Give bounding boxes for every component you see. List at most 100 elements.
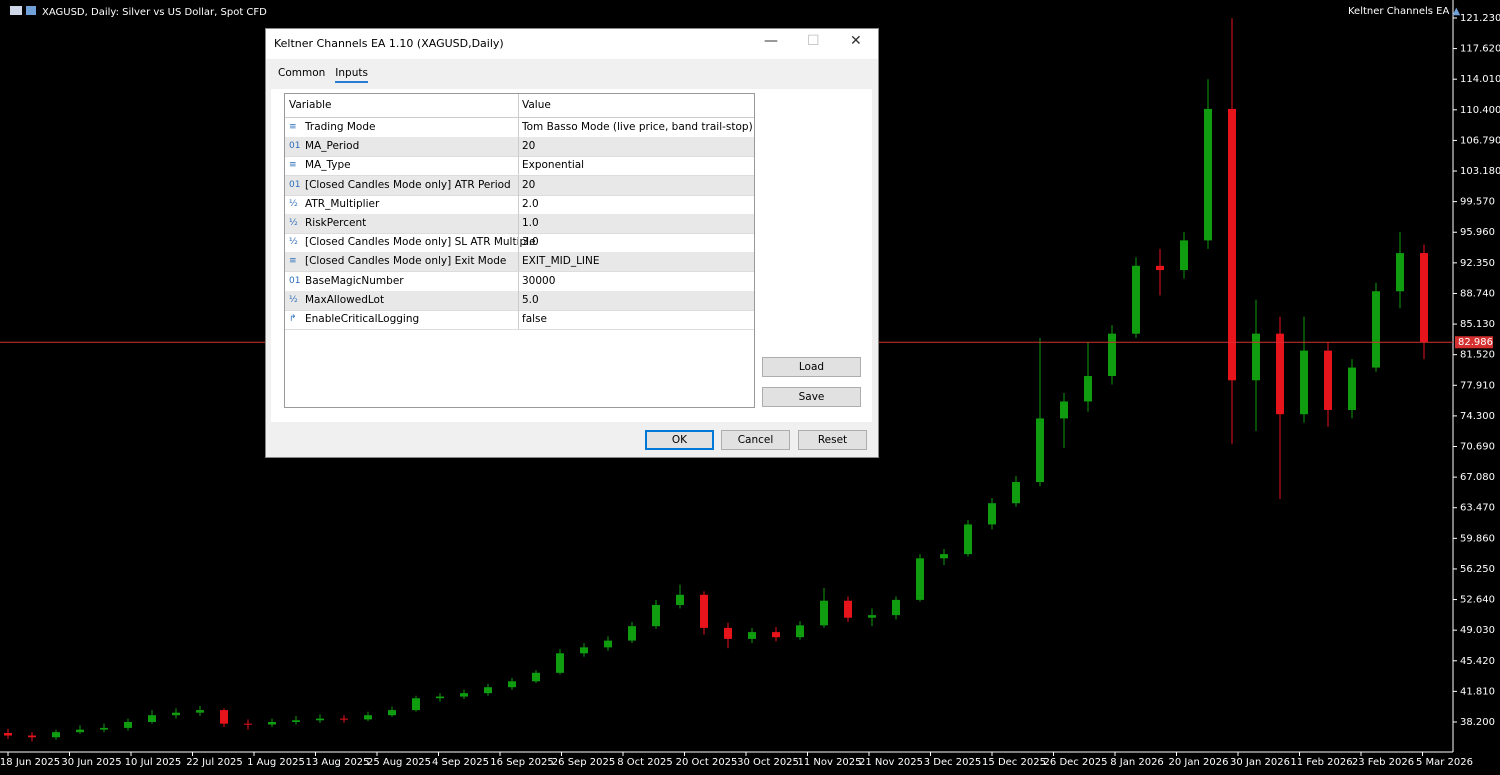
price-tick-label: 106.790: [1460, 135, 1500, 146]
candle-body: [268, 721, 276, 725]
input-row[interactable]: ½ MaxAllowedLot 5.0: [285, 290, 754, 311]
maximize-button[interactable]: ☐: [807, 33, 820, 49]
current-price-box: [1455, 336, 1493, 349]
candle-body: [604, 640, 612, 648]
candle-body: [364, 715, 372, 720]
date-tick-label: 23 Feb 2026: [1352, 757, 1414, 768]
input-row[interactable]: ½ RiskPercent 1.0: [285, 214, 754, 234]
candle-body: [580, 647, 588, 654]
column-separator: [518, 156, 519, 176]
column-separator: [518, 137, 519, 157]
price-tick-label: 121.230: [1460, 13, 1500, 24]
candle-body: [460, 693, 468, 697]
menu-icon[interactable]: [10, 6, 22, 15]
candle-body: [1276, 333, 1284, 415]
candle-body: [1252, 333, 1260, 381]
candle-body: [148, 715, 156, 722]
variable-name: RiskPercent: [305, 217, 367, 229]
variable-value: 20: [522, 178, 536, 191]
candle-body: [220, 710, 228, 724]
price-tick-label: 92.350: [1460, 258, 1495, 269]
variable-name: ATR_Multiplier: [305, 197, 380, 210]
input-row[interactable]: ≡ Trading Mode Tom Basso Mode (live price,…: [285, 118, 754, 138]
candle-body: [1228, 108, 1236, 381]
candle-body: [676, 594, 684, 605]
date-tick-label: 18 Jun 2025: [0, 757, 60, 768]
candle-body: [988, 503, 996, 525]
variable-value: 1.0: [522, 217, 539, 229]
variable-value: Tom Basso Mode (live price, band trail-s…: [522, 121, 753, 133]
candle-body: [1300, 350, 1308, 415]
save-button[interactable]: Save: [762, 387, 861, 407]
price-tick-label: 103.180: [1460, 166, 1500, 177]
input-row[interactable]: 01 [Closed Candles Mode only] ATR Period 2…: [285, 175, 754, 196]
variable-value: EXIT_MID_LINE: [522, 255, 600, 268]
column-separator: [518, 271, 519, 291]
tabs: Common Inputs: [278, 67, 378, 83]
candle-body: [1132, 265, 1140, 334]
variable-value: Exponential: [522, 159, 585, 172]
inputs-panel: Variable Value ≡ Trading Mode Tom Basso Mode…: [271, 89, 872, 422]
variable-name: EnableCriticalLogging: [305, 313, 420, 325]
candle-body: [820, 600, 828, 626]
date-tick-label: 8 Oct 2025: [617, 757, 672, 768]
candle-body: [772, 632, 780, 638]
input-row[interactable]: 01 MA_Period 20: [285, 137, 754, 158]
candle-body: [1420, 253, 1428, 343]
date-tick-label: 20 Jan 2026: [1169, 757, 1229, 768]
minimize-button[interactable]: —: [764, 33, 778, 49]
date-tick-label: 25 Aug 2025: [367, 757, 431, 768]
dialog: Keltner Channels EA 1.10 (XAGUSD,Daily) …: [265, 28, 879, 458]
dialog-button[interactable]: Reset: [798, 430, 867, 450]
date-tick-label: 30 Jan 2026: [1230, 757, 1290, 768]
candle-body: [340, 718, 348, 720]
row-icon: ≡: [289, 256, 297, 267]
current-price-label: 82.986: [1458, 337, 1493, 348]
date-tick-label: 1 Aug 2025: [247, 757, 305, 768]
date-tick-label: 5 Mar 2026: [1416, 757, 1473, 768]
variable-name: [Closed Candles Mode only] ATR Period: [305, 178, 511, 191]
ea-name: Keltner Channels EA: [1348, 6, 1450, 17]
candle-body: [1372, 291, 1380, 368]
price-tick-label: 117.620: [1460, 44, 1500, 55]
tab[interactable]: Common: [278, 67, 326, 79]
dialog-title: Keltner Channels EA 1.10 (XAGUSD,Daily): [274, 37, 504, 50]
column-separator: [518, 214, 519, 233]
price-tick-label: 67.080: [1460, 472, 1495, 483]
ea-label[interactable]: Keltner Channels EA ▲: [1348, 6, 1460, 17]
price-tick-label: 74.300: [1460, 411, 1495, 422]
candle-body: [1396, 253, 1404, 292]
candle-body: [4, 733, 12, 736]
price-tick-label: 77.910: [1460, 380, 1495, 391]
row-icon: 01: [289, 179, 301, 190]
candle-body: [1324, 350, 1332, 410]
candle-body: [556, 653, 564, 673]
row-icon: 01: [289, 275, 301, 286]
variable-name: Trading Mode: [305, 121, 376, 133]
candle-body: [316, 718, 324, 721]
input-row[interactable]: 01 BaseMagicNumber 30000: [285, 271, 754, 292]
candle-body: [172, 712, 180, 716]
variable-value: 3.0: [522, 236, 539, 249]
candle-body: [28, 735, 36, 738]
column-separator: [518, 118, 519, 137]
input-row[interactable]: ↱ EnableCriticalLogging false: [285, 310, 754, 330]
input-row[interactable]: ≡ [Closed Candles Mode only] Exit Mode EXI…: [285, 252, 754, 273]
dialog-button[interactable]: OK: [645, 430, 714, 450]
date-tick-label: 22 Jul 2025: [186, 757, 243, 768]
row-icon: ½: [289, 198, 298, 209]
input-row[interactable]: ½ ATR_Multiplier 2.0: [285, 194, 754, 215]
dialog-button[interactable]: Cancel: [721, 430, 790, 450]
candle-body: [868, 615, 876, 618]
load-button[interactable]: Load: [762, 357, 861, 377]
row-icon: ≡: [289, 122, 297, 132]
tab[interactable]: Inputs: [335, 67, 368, 83]
price-tick-label: 70.690: [1460, 442, 1495, 453]
price-tick-label: 52.640: [1460, 595, 1495, 606]
close-button[interactable]: ✕: [850, 33, 862, 49]
input-row[interactable]: ≡ MA_Type Exponential: [285, 156, 754, 177]
price-tick-label: 114.010: [1460, 74, 1500, 85]
candle-body: [436, 696, 444, 699]
input-row[interactable]: ½ [Closed Candles Mode only] SL ATR Multi…: [285, 233, 754, 254]
